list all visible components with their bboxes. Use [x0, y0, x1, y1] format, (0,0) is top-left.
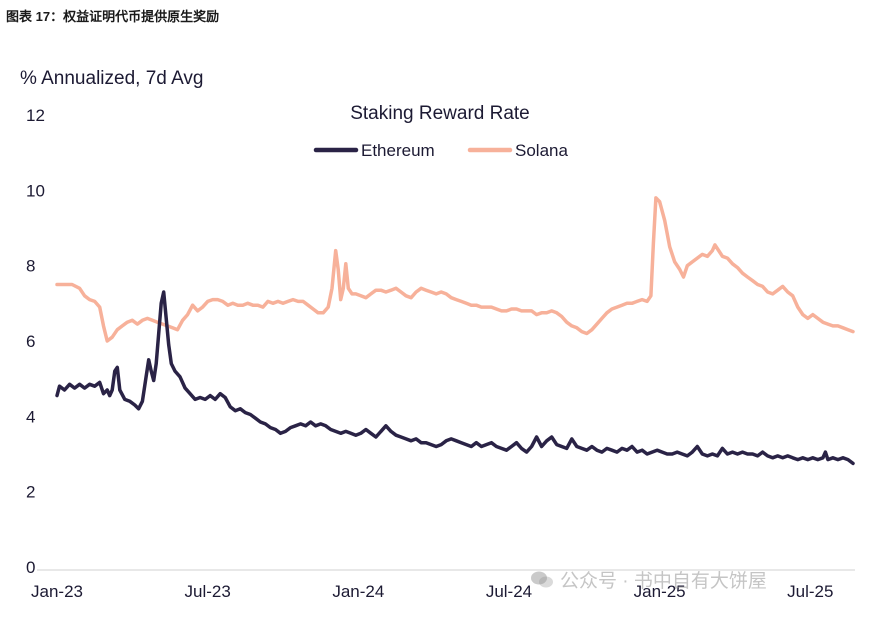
series-line-ethereum — [55, 290, 855, 466]
legend-label-ethereum: Ethereum — [361, 141, 435, 160]
watermark: 公众号 · 书中自有大饼屋 — [530, 566, 767, 593]
y-axis-ticks: 0 2 4 6 8 10 12 — [26, 106, 45, 577]
y-axis-label: % Annualized, 7d Avg — [20, 68, 203, 89]
wechat-icon — [531, 571, 553, 587]
x-axis-ticks: Jan-23 Jul-23 Jan-24 Jul-24 Jan-25 Jul-25 — [31, 582, 833, 601]
figure-caption: 图表 17：权益证明代币提供原生奖励 — [6, 9, 220, 24]
legend: Ethereum Solana — [313, 141, 568, 160]
legend-label-solana: Solana — [515, 141, 568, 160]
series-line-solana — [55, 196, 855, 343]
y-tick-label: 8 — [26, 257, 35, 276]
y-tick-label: 4 — [26, 407, 35, 426]
x-tick-label: Jul-23 — [185, 582, 231, 601]
x-tick-label: Jan-25 — [634, 582, 686, 601]
y-tick-label: 6 — [26, 332, 35, 351]
x-tick-label: Jul-25 — [787, 582, 833, 601]
watermark-text: 公众号 · 书中自有大饼屋 — [560, 571, 767, 592]
x-tick-label: Jul-24 — [486, 582, 532, 601]
y-tick-label: 2 — [26, 483, 35, 502]
x-tick-label: Jan-24 — [332, 582, 384, 601]
y-tick-label: 10 — [26, 181, 45, 200]
x-tick-label: Jan-23 — [31, 582, 83, 601]
y-tick-label: 0 — [26, 558, 35, 577]
series-group — [55, 196, 855, 466]
y-tick-label: 12 — [26, 106, 45, 125]
chart-title: Staking Reward Rate — [350, 103, 530, 124]
